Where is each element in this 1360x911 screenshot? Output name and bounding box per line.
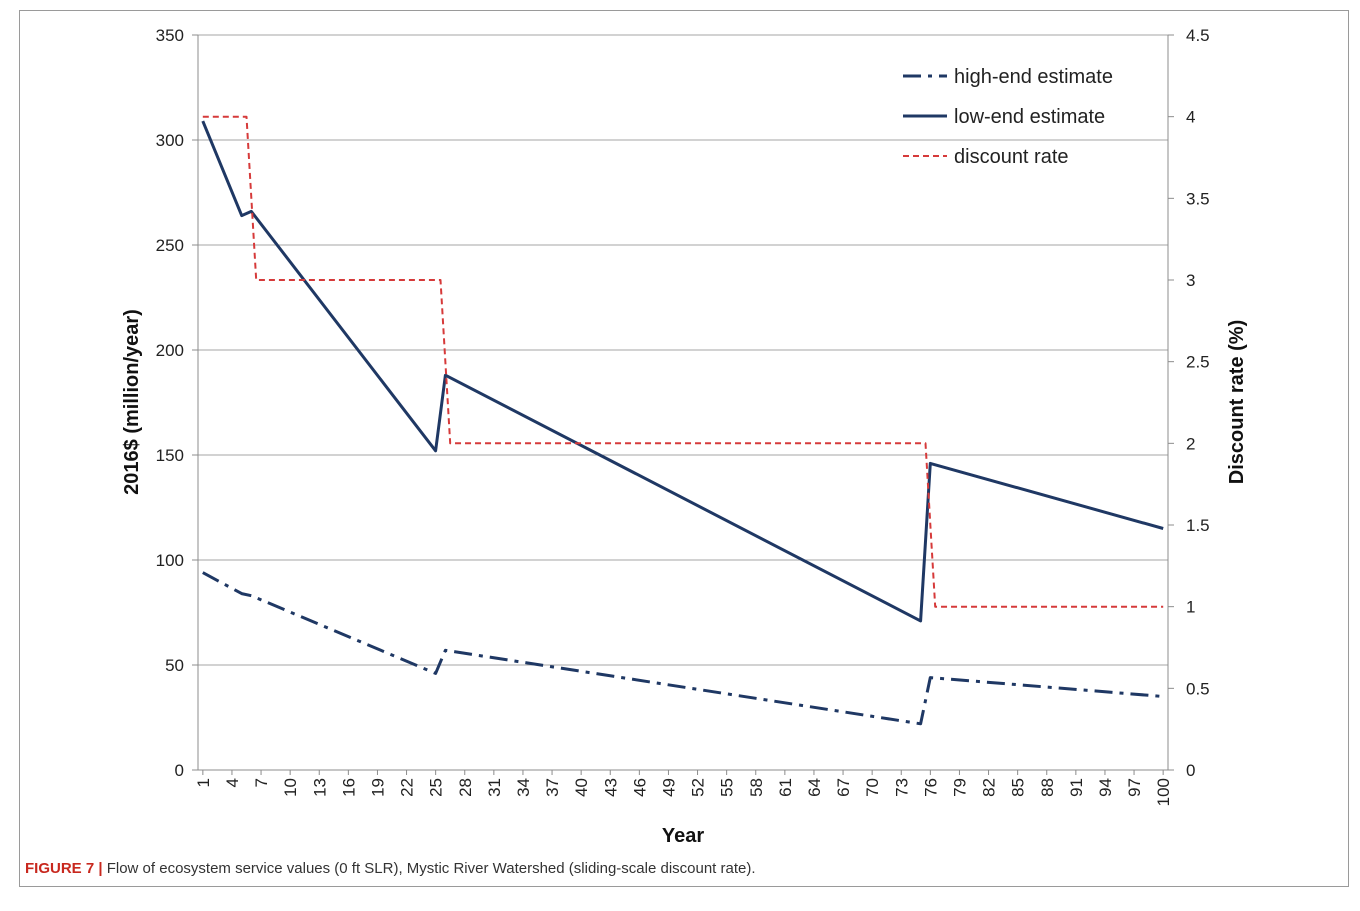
x-tick-label: 61 [776, 778, 795, 797]
x-tick-label: 94 [1096, 778, 1115, 797]
y2-tick-label: 0.5 [1186, 679, 1210, 698]
figure-caption-label: FIGURE 7 | [25, 860, 103, 877]
x-tick-label: 85 [1009, 778, 1028, 797]
x-tick-label: 97 [1125, 778, 1144, 797]
y2-tick-label: 4.5 [1186, 26, 1210, 45]
figure-frame [19, 10, 1349, 887]
series-line-discount-rate [202, 115, 1164, 608]
y2-axis-title: Discount rate (%) [1226, 320, 1248, 484]
y-tick-label: 300 [156, 131, 184, 150]
y-tick-label: 350 [156, 26, 184, 45]
figure-caption-text: Flow of ecosystem service values (0 ft S… [102, 860, 756, 877]
x-tick-label: 82 [980, 778, 999, 797]
y2-tick-label: 0 [1186, 761, 1195, 780]
x-tick-label: 43 [601, 778, 620, 797]
x-tick-label: 31 [485, 778, 504, 797]
x-tick-label: 13 [310, 778, 329, 797]
x-tick-label: 10 [281, 778, 300, 797]
y-tick-label: 50 [165, 656, 184, 675]
y-tick-label: 250 [156, 236, 184, 255]
gridlines [198, 34, 1168, 666]
x-tick-label: 49 [659, 778, 678, 797]
y-tick-label: 150 [156, 446, 184, 465]
x-tick-label: 73 [892, 778, 911, 797]
x-tick-label: 88 [1038, 778, 1057, 797]
x-tick-label: 37 [543, 778, 562, 797]
series-line-low-end-estimate [201, 120, 1164, 623]
legend-label-high-end-estimate: high-end estimate [954, 66, 1113, 88]
legend-label-discount-rate: discount rate [954, 146, 1069, 168]
x-axis-title: Year [662, 825, 704, 847]
x-tick-label: 58 [747, 778, 766, 797]
x-tick-label: 79 [950, 778, 969, 797]
legend-label-low-end-estimate: low-end estimate [954, 106, 1105, 128]
y-tick-label: 0 [175, 761, 184, 780]
x-tick-label: 28 [456, 778, 475, 797]
y-tick-label: 100 [156, 551, 184, 570]
x-tick-label: 70 [863, 778, 882, 797]
figure-caption: FIGURE 7 | Flow of ecosystem service val… [25, 860, 756, 877]
x-tick-label: 19 [368, 778, 387, 797]
y2-tick-label: 3 [1186, 271, 1195, 290]
x-tick-label: 52 [689, 778, 708, 797]
series-line-high-end-estimate [202, 571, 1164, 726]
axes [192, 34, 1174, 775]
x-tick-label: 4 [223, 778, 242, 787]
x-tick-label: 1 [194, 778, 213, 787]
x-tick-label: 40 [572, 778, 591, 797]
x-tick-label: 100 [1154, 778, 1173, 806]
x-tick-label: 91 [1067, 778, 1086, 797]
legend: high-end estimate low-end estimate discoun… [903, 66, 1113, 168]
x-tick-label: 55 [718, 778, 737, 797]
x-tick-label: 34 [514, 778, 533, 797]
x-tick-label: 25 [427, 778, 446, 797]
x-tick-label: 22 [398, 778, 417, 797]
y-axis-title: 2016$ (million/year) [121, 309, 143, 495]
x-tick-label: 64 [805, 778, 824, 797]
x-tick-label: 67 [834, 778, 853, 797]
x-tick-label: 46 [630, 778, 649, 797]
y2-tick-label: 2 [1186, 434, 1195, 453]
y2-tick-label: 1 [1186, 598, 1195, 617]
x-tick-label: 16 [339, 778, 358, 797]
y2-tick-label: 2.5 [1186, 353, 1210, 372]
x-tick-label: 7 [252, 778, 271, 787]
x-tick-label: 76 [921, 778, 940, 797]
y2-tick-label: 1.5 [1186, 516, 1210, 535]
series-lines [201, 115, 1164, 726]
y-tick-label: 200 [156, 341, 184, 360]
y2-tick-label: 4 [1186, 108, 1195, 127]
y2-tick-label: 3.5 [1186, 189, 1210, 208]
tick-labels: 0 50 100 150 200 250 300 350 0 0.5 1 1.5 2 2.5 3 3.5 4 4.… [156, 26, 1210, 806]
